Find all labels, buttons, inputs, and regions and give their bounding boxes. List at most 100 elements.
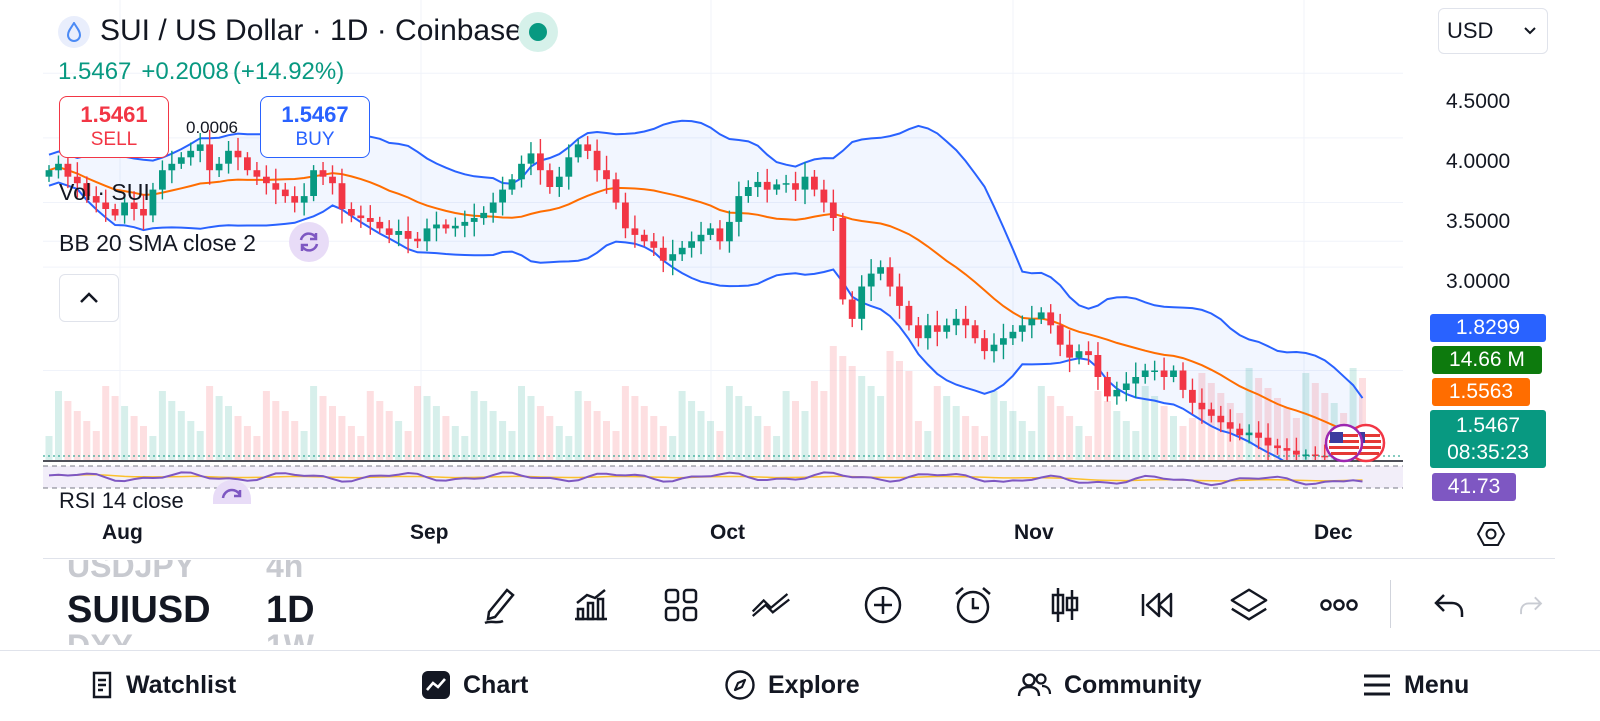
candle [489, 192, 497, 223]
candle [300, 183, 308, 216]
alert-button[interactable] [952, 584, 994, 626]
nav-watchlist[interactable]: Watchlist [90, 663, 236, 707]
candle [196, 133, 204, 163]
candle [1179, 362, 1187, 399]
collapse-legend-button[interactable] [59, 274, 119, 322]
pencil-icon [484, 588, 515, 625]
volume-bar [536, 406, 544, 460]
price-tick: 3.5000 [1446, 210, 1511, 233]
volume-bar [555, 426, 563, 460]
month-label: Sep [410, 521, 449, 544]
indicators-button[interactable] [570, 584, 612, 626]
volume-legend[interactable]: Vol · SUI [59, 179, 150, 205]
candle [593, 139, 601, 182]
rsi-legend[interactable]: RSI 14 close [59, 488, 184, 508]
candle [272, 168, 280, 205]
candle [291, 186, 299, 213]
rsi-line [48, 471, 1363, 487]
last-price-badge: 1.5467 08:35:23 [1430, 410, 1546, 468]
volume-bar [914, 421, 922, 460]
volume-bar [867, 386, 875, 460]
nav-menu-label: Menu [1404, 670, 1470, 699]
sell-button[interactable]: 1.5461 SELL [59, 96, 169, 158]
current-timeframe[interactable]: 1D [266, 589, 315, 631]
volume-bar [149, 436, 157, 460]
objects-tree-button[interactable] [1228, 584, 1270, 626]
volume-bar [603, 421, 610, 460]
nav-menu[interactable]: Menu [1362, 663, 1469, 707]
volume-bar [196, 431, 204, 460]
volume-bar [546, 416, 554, 460]
refresh-icon [221, 488, 242, 499]
nav-community-label: Community [1064, 670, 1202, 699]
redo-button[interactable] [1518, 584, 1544, 626]
candle [1198, 388, 1206, 424]
candle [1066, 330, 1073, 373]
volume-bar [225, 406, 232, 460]
volume-bar [1274, 398, 1281, 460]
price-chart[interactable] [0, 0, 1600, 560]
more-button[interactable] [1318, 584, 1360, 626]
economic-events-flags[interactable] [1318, 422, 1388, 464]
volume-bar [1255, 378, 1263, 460]
last-price: 1.5467 [58, 58, 132, 85]
nav-explore[interactable]: Explore [724, 663, 860, 707]
volume-bar [64, 401, 72, 460]
bollinger-band-fill [49, 120, 1363, 460]
next-symbol[interactable]: DXY [67, 628, 133, 645]
drawings-button[interactable] [750, 584, 792, 626]
nav-community[interactable]: Community [1016, 663, 1202, 707]
draw-button[interactable] [478, 584, 520, 626]
candle [73, 162, 81, 198]
replay-button[interactable] [1136, 584, 1178, 626]
volume-bar [650, 416, 658, 460]
refresh-icon [299, 232, 319, 252]
volume-bar [716, 431, 724, 460]
volume-bar [442, 416, 450, 460]
volume-bar [1018, 421, 1026, 460]
volume-bar [773, 436, 781, 460]
current-symbol[interactable]: SUIUSD [67, 589, 211, 631]
symbol-picker[interactable]: USDJPY 4h DXY 1W [43, 560, 343, 645]
undo-button[interactable] [1428, 584, 1470, 626]
candle [1160, 357, 1168, 390]
bb-legend[interactable]: BB 20 SMA close 2 [59, 230, 256, 256]
currency-value: USD [1447, 18, 1494, 43]
bb-basis-badge: 1.5563 [1432, 378, 1530, 406]
candle [253, 162, 261, 185]
symbol-title[interactable]: SUI / US Dollar · 1D · Coinbase [100, 14, 522, 47]
layout-button[interactable] [660, 584, 702, 626]
chart-settings-icon[interactable] [1476, 519, 1506, 549]
chart-type-button[interactable] [1044, 584, 1086, 626]
undo-icon [1434, 594, 1464, 617]
candle [310, 165, 317, 202]
candle [159, 160, 166, 200]
volume-bar [508, 431, 516, 460]
candle [1293, 437, 1300, 460]
currency-select[interactable]: USD [1438, 8, 1548, 54]
add-button[interactable] [862, 584, 904, 626]
price-tick: 3.0000 [1446, 270, 1511, 293]
prev-timeframe[interactable]: 4h [266, 560, 304, 584]
volume-bar [243, 426, 251, 460]
buy-button[interactable]: 1.5467 BUY [260, 96, 370, 158]
layers-icon [1230, 588, 1268, 621]
volume-bar [451, 426, 459, 460]
sell-label: SELL [90, 129, 138, 150]
nav-chart[interactable]: Chart [421, 663, 528, 707]
volume-bar [338, 416, 346, 460]
candle [1000, 323, 1007, 360]
prev-symbol[interactable]: USDJPY [67, 560, 196, 584]
candle [1141, 363, 1149, 384]
volume-bar [707, 421, 714, 460]
volume-bar [612, 431, 620, 460]
market-open-indicator[interactable] [518, 12, 558, 52]
candle [820, 179, 828, 213]
candle [1274, 438, 1281, 455]
next-timeframe[interactable]: 1W [266, 628, 314, 645]
candle [1132, 362, 1140, 398]
candle [395, 219, 403, 247]
volume-badge: 14.66 M [1432, 346, 1542, 374]
volume-bar [1349, 368, 1357, 460]
volume-bar [83, 421, 91, 460]
